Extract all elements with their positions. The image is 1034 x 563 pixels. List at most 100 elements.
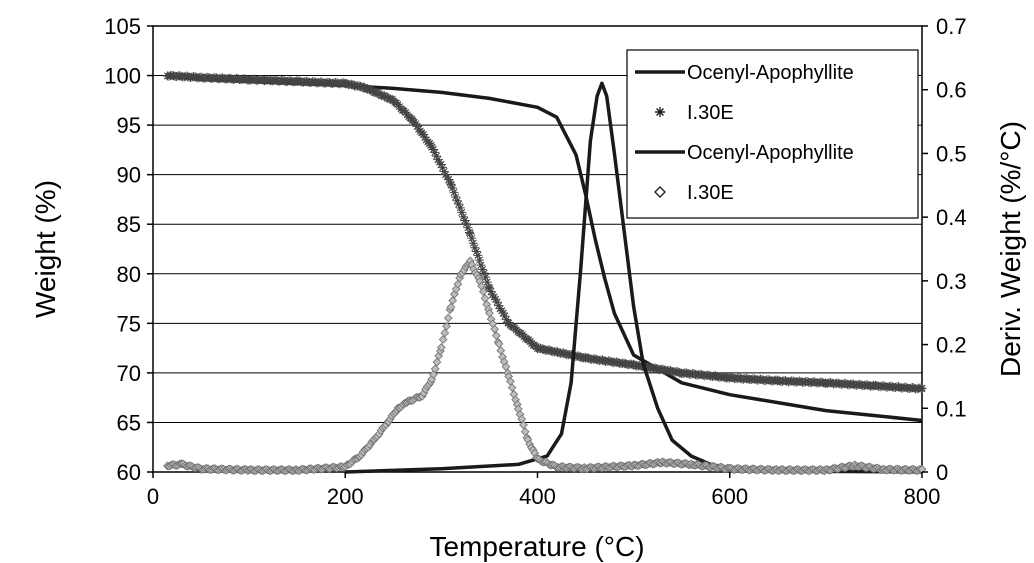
star-point (317, 77, 327, 87)
star-point (791, 377, 801, 387)
star-point (442, 172, 452, 182)
star-point (672, 366, 682, 376)
star-point (275, 76, 285, 86)
star-point (434, 157, 444, 167)
star-point (372, 87, 382, 97)
legend-star-swatch (655, 107, 665, 117)
star-point (686, 369, 696, 379)
star-point (486, 287, 496, 297)
x-axis-title: Temperature (°C) (429, 531, 644, 562)
y-tick-label: 100 (104, 64, 141, 89)
star-point (590, 354, 600, 364)
star-point (576, 352, 586, 362)
y-tick-label: 80 (117, 262, 141, 287)
star-point (427, 142, 437, 152)
star-point (428, 144, 438, 154)
star-point (324, 78, 334, 88)
axes-group: 60 65 70 75 80 85 90 95 100 105 0 0.1 0.2 0.3 0.4 0.5 0.… (104, 14, 966, 509)
star-point (207, 74, 217, 84)
star-point (683, 368, 693, 378)
star-point (862, 380, 872, 390)
star-point (457, 207, 467, 217)
star-point (303, 77, 313, 87)
star-point (418, 130, 428, 140)
star-point (912, 384, 922, 394)
x-tick-label: 600 (711, 484, 748, 509)
legend-diamond-swatch (654, 186, 666, 198)
star-point (521, 333, 531, 343)
star-point (236, 75, 246, 85)
star-point (445, 178, 455, 188)
star-point (233, 74, 243, 84)
star-point (328, 78, 338, 88)
star-point (463, 223, 473, 233)
star-point (777, 376, 787, 386)
star-point (827, 378, 837, 388)
star-point (788, 376, 798, 386)
star-point (880, 381, 890, 391)
star-point (452, 196, 462, 206)
star-point (295, 76, 305, 86)
y2-axis-title: Deriv. Weight (%/°C) (995, 121, 1026, 377)
diamond-point (429, 370, 438, 379)
star-point (309, 77, 319, 87)
star-point (715, 372, 725, 382)
star-point (917, 383, 927, 393)
star-point (458, 212, 468, 222)
diamond-point (438, 335, 448, 344)
diamond-point (519, 420, 528, 430)
star-point (746, 374, 756, 384)
y-tick-label: 105 (104, 14, 141, 39)
star-point (211, 73, 221, 83)
star-point (301, 76, 311, 86)
star-point (507, 321, 517, 331)
diamond-point (430, 364, 440, 374)
star-point (441, 170, 451, 180)
y-tick-label: 95 (117, 113, 141, 138)
star-point (225, 73, 235, 83)
star-point (331, 77, 341, 87)
star-point (215, 74, 225, 84)
star-point (473, 250, 483, 260)
star-point (760, 376, 770, 386)
star-point (833, 378, 843, 388)
star-point (736, 373, 746, 383)
star-point (439, 166, 449, 176)
star-point (431, 151, 441, 161)
star-point (498, 308, 508, 318)
diamond-point (478, 287, 488, 297)
star-point (707, 372, 717, 382)
star-point (256, 75, 266, 85)
star-point (514, 328, 524, 338)
star-point (314, 78, 324, 88)
legend-label: Ocenyl-Apophyllite (687, 142, 854, 164)
star-point (420, 132, 430, 142)
star-point (179, 72, 189, 82)
diamond-point (448, 296, 458, 305)
star-point (594, 355, 604, 365)
star-point (468, 238, 478, 248)
star-point (599, 356, 609, 366)
legend-item: I.30E (655, 102, 734, 124)
star-point (904, 384, 914, 394)
legend-label: I.30E (687, 182, 734, 204)
x-tick-label: 0 (147, 484, 159, 509)
star-point (438, 163, 448, 173)
star-point (335, 79, 345, 89)
star-point (739, 374, 749, 384)
legend-item: Ocenyl-Apophyllite (635, 62, 854, 84)
star-point (841, 379, 851, 389)
star-point (484, 283, 494, 293)
diamond-point (507, 383, 517, 393)
y2-tick-label: 0.2 (936, 333, 967, 358)
star-point (196, 72, 206, 82)
star-point (886, 381, 896, 391)
star-point (742, 373, 752, 383)
diamond-point (491, 331, 501, 341)
star-point (482, 277, 492, 287)
star-point (176, 71, 186, 81)
star-point (830, 379, 840, 389)
star-point (488, 290, 498, 300)
star-point (354, 81, 364, 91)
star-point (479, 268, 489, 278)
